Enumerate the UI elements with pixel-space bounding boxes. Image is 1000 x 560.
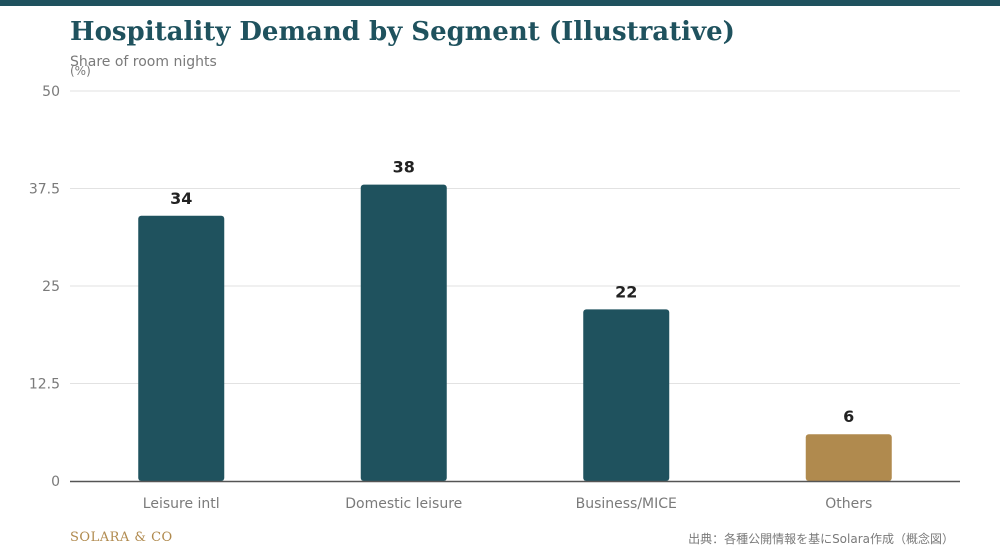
brand-logo-text: SOLARA & CO: [70, 530, 173, 545]
data-label: 34: [170, 189, 192, 208]
top-accent-band: [0, 0, 1000, 6]
data-label: 6: [843, 407, 854, 426]
y-tick-label: 0: [51, 474, 60, 490]
y-tick-label: 25: [42, 279, 60, 295]
bar-1: [138, 215, 225, 482]
data-label: 38: [393, 158, 415, 177]
y-axis-unit-label: (%): [70, 64, 91, 78]
data-labels: 34 38 22 6: [170, 158, 854, 427]
source-note: 出典：各種公開情報を基にSolara作成（概念図）: [688, 532, 954, 546]
bar-3: [583, 309, 670, 481]
chart-subtitle: Share of room nights: [70, 54, 217, 70]
chart-title: Hospitality Demand by Segment (Illustrat…: [70, 17, 735, 47]
x-axis-ticks: Leisure intl Domestic leisure Business/MIC…: [143, 496, 872, 512]
y-tick-label: 37.5: [29, 182, 60, 198]
y-tick-label: 50: [42, 84, 60, 100]
y-axis-ticks: 0 12.5 25 37.5 50: [29, 84, 60, 490]
bars: [138, 184, 892, 482]
x-tick-label: Domestic leisure: [345, 496, 462, 512]
x-tick-label: Others: [825, 496, 872, 512]
data-label: 22: [615, 282, 637, 301]
y-tick-label: 12.5: [29, 377, 60, 393]
x-tick-label: Leisure intl: [143, 496, 220, 512]
x-tick-label: Business/MICE: [576, 496, 677, 512]
bar-4: [805, 434, 892, 481]
bar-2: [360, 184, 447, 481]
